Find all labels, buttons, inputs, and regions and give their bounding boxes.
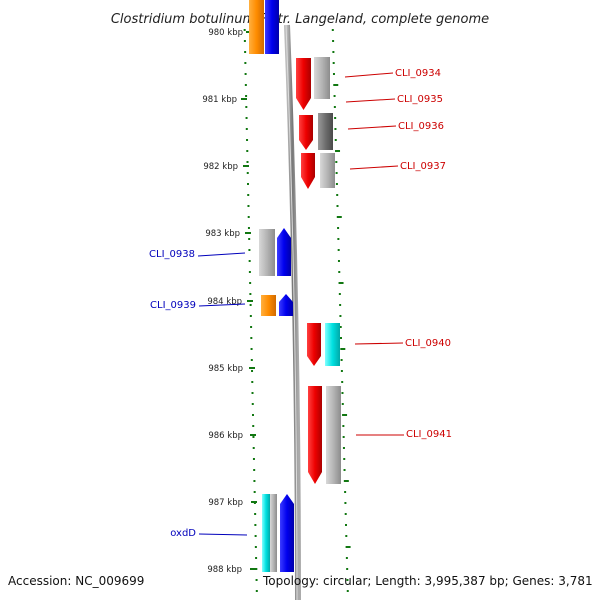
scale-label-988: 988 kbp <box>207 565 242 575</box>
accession-text: Accession: NC_009699 <box>8 574 145 588</box>
gene-CLI_0940[interactable] <box>307 323 340 366</box>
gene-cog-CLI_0939[interactable] <box>261 295 276 316</box>
gene-cog-CLI_0937[interactable] <box>320 153 335 188</box>
gene-CLI_0936[interactable] <box>299 113 333 150</box>
scale-label-984: 984 kbp <box>207 297 242 307</box>
gene-CLI_0934[interactable] <box>296 57 330 110</box>
label-CLI_0939[interactable]: CLI_0939 <box>150 300 196 311</box>
leader-CLI_0936 <box>347 125 397 130</box>
label-CLI_0935[interactable]: CLI_0935 <box>397 94 443 105</box>
gene-cog-CLI_0936[interactable] <box>318 113 333 150</box>
gene-arrow-oxdD[interactable] <box>280 494 294 572</box>
label-CLI_0934[interactable]: CLI_0934 <box>395 68 441 79</box>
scale-label-980: 980 kbp <box>208 28 243 38</box>
leader-CLI_0940 <box>354 342 404 345</box>
leader-CLI_0938 <box>197 252 246 257</box>
gene-arrow-CLI_0934[interactable] <box>296 58 311 110</box>
label-CLI_0938[interactable]: CLI_0938 <box>149 249 195 260</box>
gene-CLI_0938[interactable] <box>259 228 291 276</box>
leader-CLI_0937 <box>349 165 399 170</box>
gene-arrow-CLI_0937[interactable] <box>301 153 315 189</box>
gene-cog-oxdD-cyan[interactable] <box>262 494 270 572</box>
label-CLI_0941[interactable]: CLI_0941 <box>406 429 452 440</box>
gene-top-partial[interactable] <box>249 0 279 54</box>
gene-cog-orange-partial[interactable] <box>249 0 264 54</box>
gene-CLI_0937[interactable] <box>301 153 335 189</box>
tick-track-left <box>243 29 258 592</box>
gene-oxdD[interactable] <box>262 494 294 572</box>
scale-labels: 980 kbp 981 kbp 982 kbp 983 kbp 984 kbp … <box>202 28 257 575</box>
scale-label-981: 981 kbp <box>202 95 237 105</box>
scale-label-986: 986 kbp <box>208 431 243 441</box>
leader-CLI_0939 <box>198 303 246 307</box>
scale-label-983: 983 kbp <box>205 229 240 239</box>
gene-labels-right: CLI_0934 CLI_0935 CLI_0936 CLI_0937 CLI_… <box>344 68 452 440</box>
topology-text: Topology: circular; Length: 3,995,387 bp… <box>263 574 593 588</box>
leader-CLI_0935 <box>345 98 396 103</box>
gene-labels-left: CLI_0938 CLI_0939 oxdD <box>149 249 248 539</box>
scale-label-982: 982 kbp <box>203 162 238 172</box>
gene-reverse-partial[interactable] <box>265 0 279 54</box>
scale-label-987: 987 kbp <box>208 498 243 508</box>
label-CLI_0937[interactable]: CLI_0937 <box>400 161 446 172</box>
gene-CLI_0939[interactable] <box>261 294 293 316</box>
gene-cog-CLI_0941[interactable] <box>326 386 341 484</box>
gene-arrow-CLI_0941[interactable] <box>308 386 322 484</box>
label-CLI_0940[interactable]: CLI_0940 <box>405 338 451 349</box>
label-CLI_0936[interactable]: CLI_0936 <box>398 121 444 132</box>
gene-arrow-CLI_0938[interactable] <box>277 228 291 276</box>
gene-cog-CLI_0938[interactable] <box>259 229 275 276</box>
gene-cog-oxdD-gray[interactable] <box>270 494 277 572</box>
gene-cog-CLI_0940[interactable] <box>325 323 340 366</box>
gene-arrow-CLI_0936[interactable] <box>299 115 313 150</box>
scale-label-985: 985 kbp <box>208 364 243 374</box>
label-oxdD[interactable]: oxdD <box>170 528 196 539</box>
gene-arrow-CLI_0939[interactable] <box>279 294 293 316</box>
genome-backbone <box>284 24 301 600</box>
map-title: Clostridium botulinum F str. Langeland, … <box>111 12 489 27</box>
leader-oxdD <box>198 533 248 536</box>
genome-backbone-highlight <box>285 24 298 600</box>
gene-CLI_0941[interactable] <box>308 386 341 484</box>
tick-track-right <box>331 29 351 592</box>
gene-cog-CLI_0934[interactable] <box>314 57 330 99</box>
gene-arrow-CLI_0940[interactable] <box>307 323 321 366</box>
leader-CLI_0934 <box>344 72 394 78</box>
